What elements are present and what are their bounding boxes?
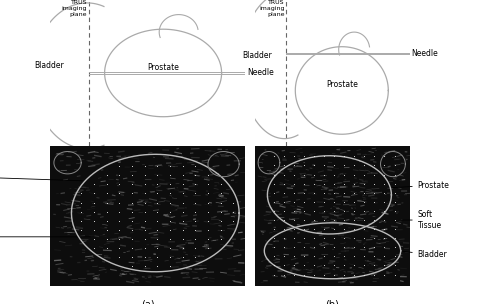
Text: Needle: Needle (412, 49, 438, 58)
Text: Bladder: Bladder (402, 250, 448, 260)
Text: (b): (b) (326, 300, 340, 304)
Text: No visible
prostate: No visible prostate (0, 167, 82, 186)
Text: Prostate: Prostate (326, 80, 358, 89)
Text: Needle: Needle (247, 68, 274, 78)
Text: TRUS
imaging
plane: TRUS imaging plane (62, 0, 87, 17)
Text: Bladder: Bladder (242, 51, 272, 60)
Text: TRUS
imaging
plane: TRUS imaging plane (259, 0, 284, 17)
Text: Prostate: Prostate (392, 181, 450, 190)
Text: Bladder: Bladder (34, 61, 64, 70)
Text: (a): (a) (140, 300, 154, 304)
Text: Soft
Tissue: Soft Tissue (402, 210, 442, 230)
Text: Prostate: Prostate (147, 63, 179, 72)
Text: Bladder: Bladder (0, 232, 90, 241)
